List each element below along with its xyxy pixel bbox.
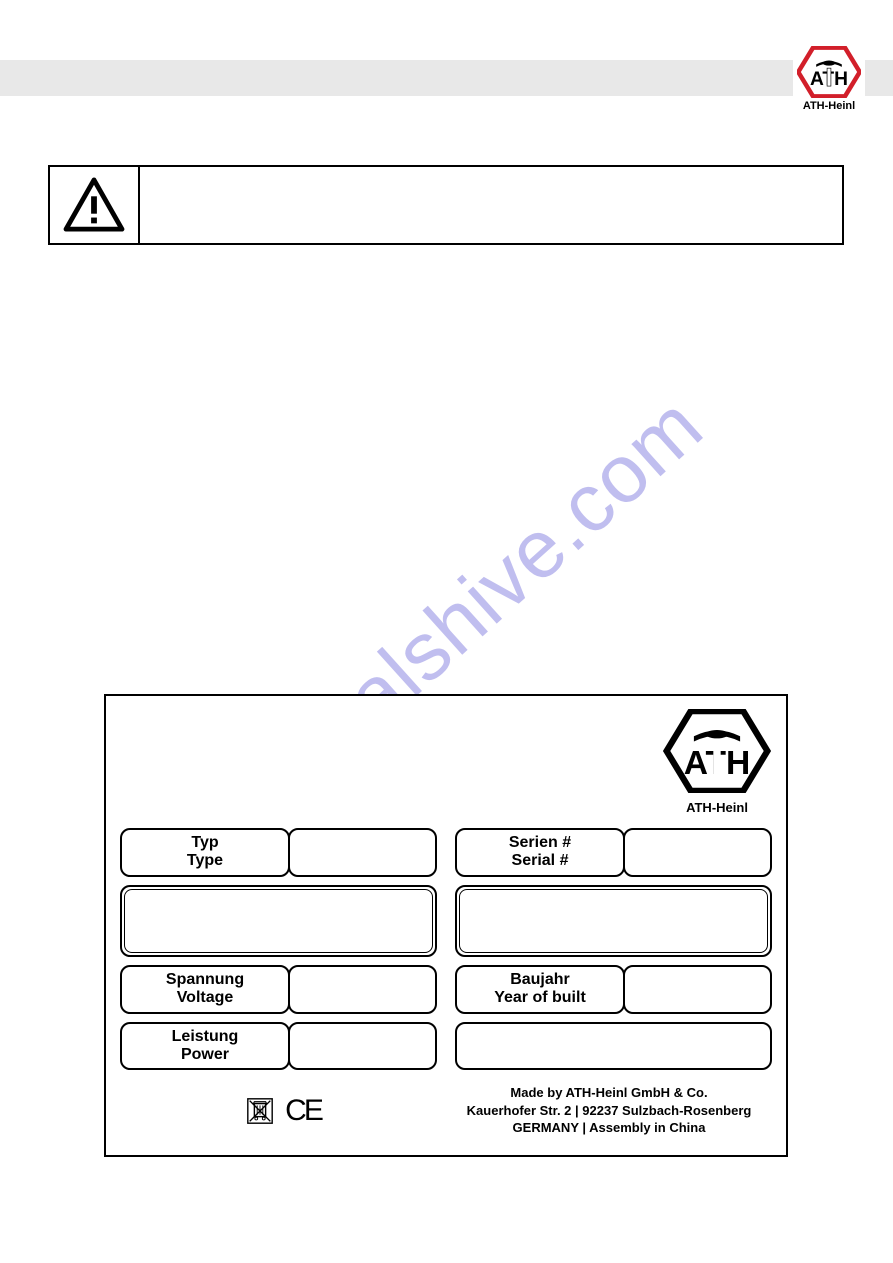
field-serial-label: Serien # Serial # [455, 828, 625, 877]
field-voltage-label: Spannung Voltage [120, 965, 290, 1014]
field-year-value [623, 965, 772, 1014]
nameplate-row-type-serial: Typ Type Serien # Serial # [120, 828, 772, 877]
nameplate-row-voltage-year: Spannung Voltage Baujahr Year of built [120, 965, 772, 1014]
footer-line2: Kauerhofer Str. 2 | 92237 Sulzbach-Rosen… [446, 1102, 772, 1120]
label-de: Leistung [130, 1028, 280, 1046]
weee-bin-icon [245, 1096, 275, 1126]
warning-text [140, 167, 842, 243]
brand-label-top: ATH-Heinl [797, 100, 861, 112]
ath-logo-icon: ATH [662, 709, 772, 793]
label-en: Power [130, 1046, 280, 1064]
nameplate-brand-label: ATH-Heinl [662, 800, 772, 815]
ath-logo-icon: ATH [797, 46, 861, 98]
wide-cell-left [120, 885, 437, 957]
warning-triangle-icon [63, 177, 125, 233]
field-blank-value [455, 1022, 772, 1071]
nameplate-footer: CE Made by ATH-Heinl GmbH & Co. Kauerhof… [120, 1084, 772, 1137]
footer-line3: GERMANY | Assembly in China [446, 1119, 772, 1137]
ce-mark-icon: CE [285, 1094, 321, 1128]
label-de: Baujahr [465, 971, 615, 989]
nameplate-header: ATH ATH-Heinl [120, 708, 772, 816]
field-blank [455, 1022, 772, 1071]
label-de: Spannung [130, 971, 280, 989]
field-year-label: Baujahr Year of built [455, 965, 625, 1014]
label-en: Type [130, 852, 280, 870]
field-serial-value [623, 828, 772, 877]
warning-box [48, 165, 844, 245]
field-power-value [288, 1022, 437, 1071]
label-de: Typ [130, 834, 280, 852]
label-en: Serial # [465, 852, 615, 870]
label-en: Year of built [465, 989, 615, 1007]
footer-address: Made by ATH-Heinl GmbH & Co. Kauerhofer … [446, 1084, 772, 1137]
field-power-label: Leistung Power [120, 1022, 290, 1071]
footer-marks: CE [120, 1094, 446, 1128]
warning-icon-cell [50, 167, 140, 243]
field-power: Leistung Power [120, 1022, 437, 1071]
field-type-label: Typ Type [120, 828, 290, 877]
header-stripe [0, 60, 893, 96]
field-year: Baujahr Year of built [455, 965, 772, 1014]
label-en: Voltage [130, 989, 280, 1007]
nameplate-logo: ATH ATH-Heinl [662, 709, 772, 815]
nameplate: ATH ATH-Heinl Typ Type Serien # Serial # [104, 694, 788, 1157]
field-serial: Serien # Serial # [455, 828, 772, 877]
wide-cell-right [455, 885, 772, 957]
field-type: Typ Type [120, 828, 437, 877]
nameplate-row-wide [120, 885, 772, 957]
footer-line1: Made by ATH-Heinl GmbH & Co. [446, 1084, 772, 1102]
nameplate-row-power: Leistung Power [120, 1022, 772, 1071]
field-type-value [288, 828, 437, 877]
field-voltage: Spannung Voltage [120, 965, 437, 1014]
field-voltage-value [288, 965, 437, 1014]
label-de: Serien # [465, 834, 615, 852]
brand-logo-top: ATH ATH-Heinl [793, 46, 865, 112]
